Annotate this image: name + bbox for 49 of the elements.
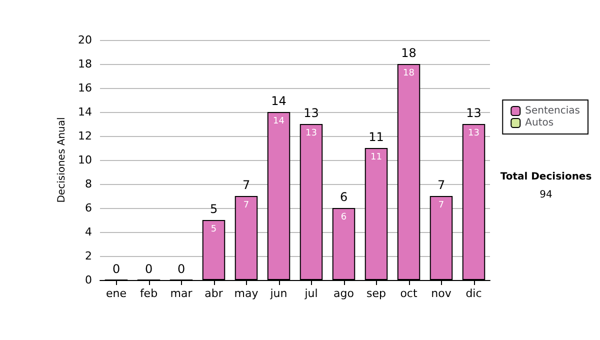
data-label: 11 [370,152,382,162]
data-label: 13 [468,128,480,138]
y-tick-label: 20 [78,34,92,46]
x-tick-label: sep [366,287,386,300]
y-tick-label: 18 [78,58,92,70]
data-label: 7 [438,200,444,210]
legend-label: Sentencias [525,106,580,116]
data-label: 18 [403,68,415,78]
total-label: 7 [437,178,446,192]
total-label: 7 [242,178,250,192]
total-label: 0 [177,262,186,276]
x-tick-label: oct [400,287,418,300]
y-axis-title: Decisiones Anual [56,117,68,203]
y-tick-label: 0 [85,274,92,286]
total-label: 13 [466,106,482,120]
x-tick-label: dic [466,287,482,300]
total-label: 0 [112,262,120,276]
legend-label: Autos [525,118,554,128]
total-label: 13 [304,106,319,120]
total-label: 14 [271,94,286,108]
y-tick-label: 16 [78,82,92,94]
x-tick-label: mar [170,287,193,300]
text: Total Decisiones [500,172,592,182]
data-label: 6 [340,212,347,222]
data-label: 5 [210,224,217,234]
y-tick-label: 4 [85,226,92,238]
data-label: 14 [273,116,285,126]
x-tick-label: abr [204,287,224,300]
total-label: 0 [144,262,153,276]
x-tick-label: ene [106,287,127,300]
total-label: 6 [340,190,348,204]
y-tick-label: 8 [85,178,92,190]
total-label: 5 [210,202,218,216]
y-tick-label: 10 [78,154,92,166]
y-tick-label: 2 [85,250,92,262]
y-tick-label: 6 [85,202,92,214]
x-tick-label: nov [431,287,452,300]
total-label: 11 [368,130,384,144]
x-tick-label: jul [304,287,318,300]
x-tick-label: ago [334,287,354,300]
data-label: 13 [306,128,317,138]
data-label: 7 [243,200,250,210]
y-tick-label: 12 [78,130,92,142]
x-tick-label: may [234,287,259,300]
text: 94 [540,190,552,200]
x-tick-label: feb [140,287,158,300]
y-tick-label: 14 [78,106,92,118]
x-tick-label: jun [269,287,288,300]
total-label: 18 [401,46,416,60]
